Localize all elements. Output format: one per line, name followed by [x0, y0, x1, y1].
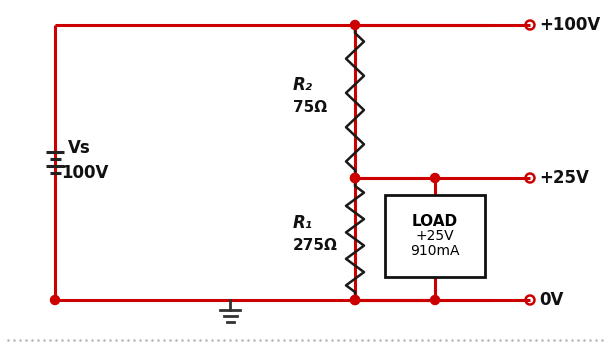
- Circle shape: [351, 21, 359, 29]
- Text: +25V: +25V: [539, 169, 589, 187]
- Text: 0V: 0V: [539, 291, 564, 309]
- Circle shape: [431, 174, 439, 182]
- Circle shape: [351, 174, 359, 182]
- Text: LOAD: LOAD: [412, 213, 458, 229]
- Text: R₁: R₁: [293, 214, 313, 232]
- Circle shape: [51, 295, 60, 305]
- Circle shape: [431, 295, 439, 305]
- Text: 275Ω: 275Ω: [293, 237, 338, 252]
- Text: +25V: +25V: [415, 229, 454, 243]
- Circle shape: [351, 295, 359, 305]
- Circle shape: [351, 174, 359, 182]
- Text: R₂: R₂: [293, 76, 313, 94]
- Text: 910mA: 910mA: [411, 244, 460, 258]
- Text: 75Ω: 75Ω: [293, 100, 327, 115]
- Bar: [385, 195, 485, 277]
- Text: 100V: 100V: [61, 164, 109, 182]
- Text: Vs: Vs: [68, 139, 91, 157]
- Circle shape: [351, 295, 359, 305]
- Text: +100V: +100V: [539, 16, 600, 34]
